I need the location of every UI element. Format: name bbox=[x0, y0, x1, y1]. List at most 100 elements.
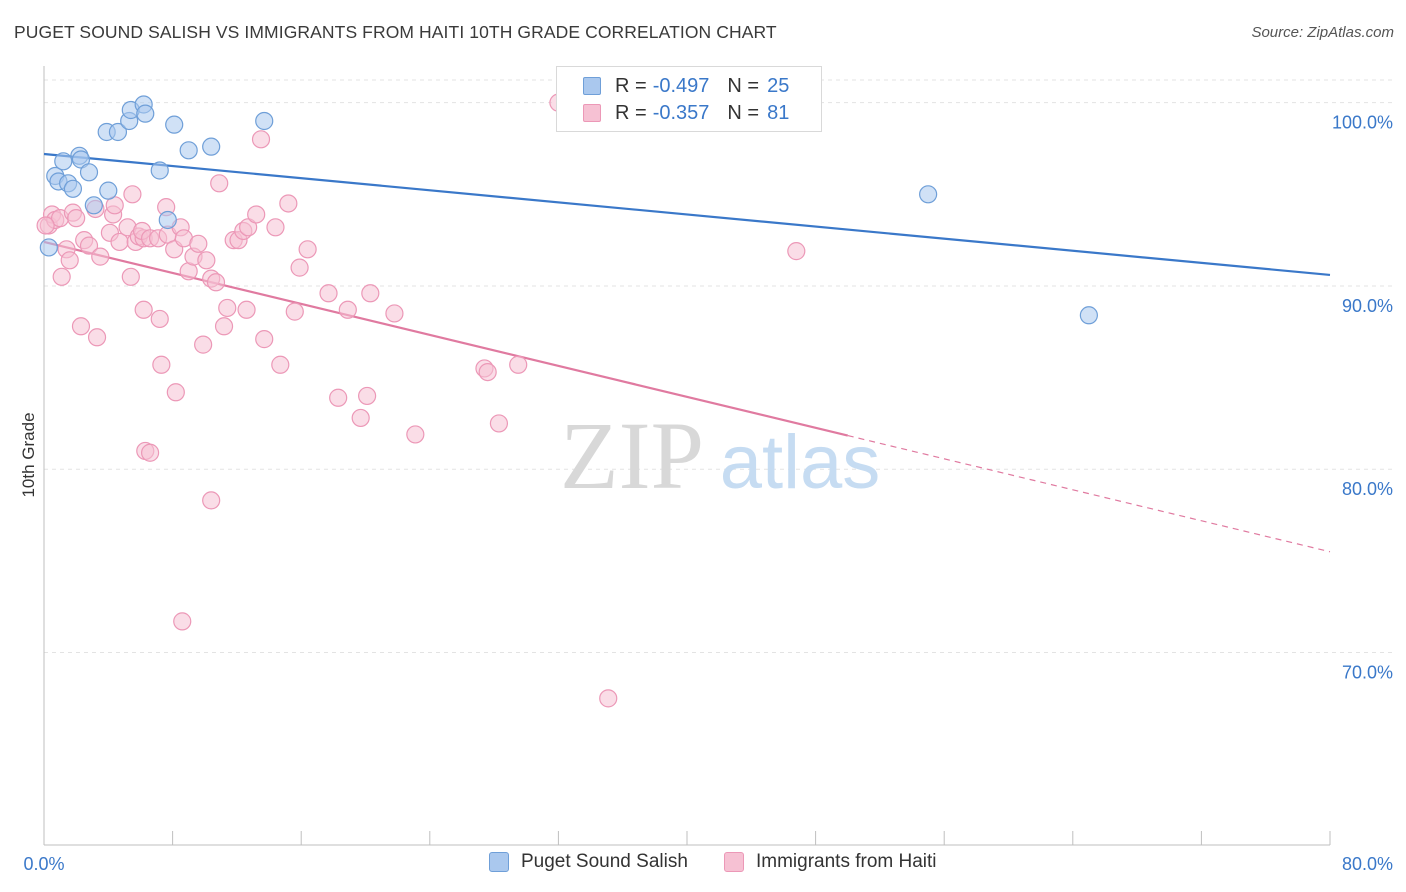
point-haiti bbox=[406, 425, 425, 444]
stats-row-haiti: R = -0.357 N = 81 bbox=[583, 100, 789, 126]
point-haiti bbox=[298, 240, 317, 259]
series-legend: Puget Sound Salish Immigrants from Haiti bbox=[0, 851, 1406, 877]
point-haiti bbox=[214, 317, 234, 336]
point-salish bbox=[165, 115, 184, 134]
point-salish bbox=[79, 163, 99, 182]
point-haiti bbox=[140, 443, 160, 462]
y-tick-label: 90.0% bbox=[1342, 296, 1393, 316]
point-haiti bbox=[218, 298, 237, 318]
point-haiti bbox=[189, 234, 208, 253]
point-salish bbox=[136, 104, 155, 123]
chart-title: PUGET SOUND SALISH VS IMMIGRANTS FROM HA… bbox=[14, 22, 777, 42]
point-haiti bbox=[79, 236, 99, 255]
point-salish bbox=[255, 111, 274, 131]
point-haiti bbox=[599, 689, 618, 708]
point-haiti bbox=[123, 185, 142, 204]
n-value: 25 bbox=[767, 74, 790, 97]
stats-row-salish: R = -0.497 N = 25 bbox=[583, 73, 789, 99]
point-salish bbox=[71, 150, 91, 169]
legend-item-haiti[interactable]: Immigrants from Haiti bbox=[724, 851, 937, 873]
point-haiti bbox=[509, 355, 528, 374]
legend-item-salish[interactable]: Puget Sound Salish bbox=[489, 851, 688, 873]
point-haiti bbox=[478, 363, 497, 382]
trend-line-haiti bbox=[43, 240, 849, 437]
point-salish bbox=[63, 179, 83, 198]
point-haiti bbox=[358, 386, 377, 406]
r-label: R = bbox=[615, 101, 647, 124]
trend-line-haiti-extrapolated bbox=[847, 434, 1331, 553]
pink-swatch bbox=[724, 852, 744, 872]
n-label: N = bbox=[727, 101, 760, 124]
point-salish bbox=[108, 122, 128, 142]
y-tick-label: 70.0% bbox=[1342, 663, 1393, 683]
point-haiti bbox=[271, 355, 290, 374]
point-haiti bbox=[67, 209, 86, 228]
blue-swatch bbox=[583, 77, 601, 95]
point-haiti bbox=[87, 328, 107, 347]
point-salish bbox=[202, 137, 221, 156]
gridlines bbox=[44, 79, 1392, 654]
axes bbox=[43, 66, 1331, 846]
point-haiti bbox=[52, 267, 71, 286]
point-haiti bbox=[279, 194, 298, 213]
point-haiti bbox=[239, 218, 258, 237]
r-value: -0.497 bbox=[652, 74, 710, 97]
point-haiti bbox=[134, 300, 153, 319]
y-tick-label: 100.0% bbox=[1332, 113, 1393, 133]
x-tick-label-max: 80.0% bbox=[1342, 854, 1393, 874]
n-label: N = bbox=[727, 74, 760, 97]
tick-labels: 70.0% 80.0% 90.0% 100.0% 0.0% 80.0% bbox=[23, 113, 1393, 874]
watermark-zip: ZIP bbox=[560, 402, 704, 509]
point-haiti bbox=[319, 284, 338, 303]
point-haiti bbox=[91, 247, 110, 266]
point-haiti bbox=[121, 267, 140, 286]
point-haiti bbox=[71, 317, 91, 336]
pink-swatch bbox=[583, 104, 601, 122]
point-salish bbox=[919, 185, 938, 204]
point-salish bbox=[84, 196, 103, 215]
point-haiti bbox=[197, 251, 216, 270]
point-haiti bbox=[166, 383, 185, 402]
data-points bbox=[36, 93, 1098, 708]
trend-lines bbox=[43, 152, 1331, 553]
point-haiti bbox=[247, 205, 266, 224]
point-haiti bbox=[255, 330, 274, 349]
watermark-atlas: atlas bbox=[720, 420, 881, 505]
point-haiti bbox=[329, 388, 348, 407]
legend-label: Immigrants from Haiti bbox=[756, 851, 937, 872]
point-salish bbox=[54, 152, 73, 171]
point-haiti bbox=[290, 258, 309, 277]
source-credit: Source: ZipAtlas.com bbox=[1251, 24, 1394, 41]
point-haiti bbox=[152, 355, 171, 374]
trend-line-salish bbox=[43, 152, 1331, 277]
point-salish bbox=[179, 141, 198, 160]
watermark: ZIP atlas bbox=[560, 402, 880, 509]
point-haiti bbox=[351, 408, 370, 428]
n-value: 81 bbox=[767, 101, 790, 124]
point-haiti bbox=[36, 216, 55, 235]
point-haiti bbox=[206, 273, 226, 292]
point-salish bbox=[1079, 306, 1098, 325]
point-haiti bbox=[787, 242, 806, 261]
point-haiti bbox=[237, 300, 256, 319]
stats-legend: R = -0.497 N = 25 R = -0.357 N = 81 bbox=[556, 66, 822, 132]
point-haiti bbox=[385, 304, 404, 323]
point-salish bbox=[99, 181, 118, 200]
point-haiti bbox=[361, 284, 380, 303]
point-haiti bbox=[60, 251, 79, 270]
point-haiti bbox=[150, 309, 169, 329]
y-tick-label: 80.0% bbox=[1342, 479, 1393, 499]
r-label: R = bbox=[615, 74, 647, 97]
point-haiti bbox=[210, 174, 229, 193]
point-haiti bbox=[489, 414, 509, 433]
point-salish bbox=[150, 161, 169, 180]
point-haiti bbox=[251, 130, 271, 149]
y-axis-label: 10th Grade bbox=[19, 412, 38, 498]
x-tick-label-min: 0.0% bbox=[23, 854, 64, 874]
point-haiti bbox=[202, 491, 221, 510]
point-haiti bbox=[194, 335, 213, 354]
point-salish bbox=[39, 238, 58, 257]
point-haiti bbox=[285, 302, 304, 321]
r-value: -0.357 bbox=[652, 101, 710, 124]
